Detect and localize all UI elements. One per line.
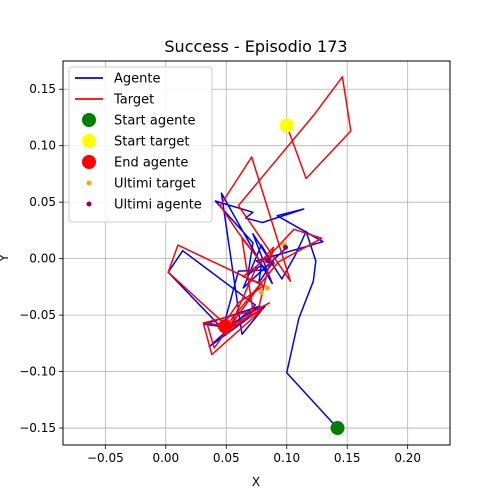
x-tick-label: 0.05 (213, 451, 240, 465)
legend-label-target: Target (113, 93, 154, 108)
grid (63, 61, 450, 445)
legend-box (68, 66, 213, 223)
x-ticks: −0.05 0.00 0.05 0.10 0.15 0.20 (87, 445, 421, 465)
scatter-markers (218, 118, 345, 436)
y-tick-label: 0.00 (29, 252, 56, 266)
chart-title: Success - Episodio 173 (164, 37, 347, 56)
legend-label-start-agente: Start agente (114, 114, 195, 129)
x-axis-label: X (252, 475, 260, 489)
x-tick-label: −0.05 (87, 451, 124, 465)
legend-swatch-end-agente (82, 155, 96, 169)
legend-label-end-agente: End agente (114, 156, 188, 171)
marker-ultimi-target (264, 285, 270, 291)
legend-label-ultimi-target: Ultimi target (114, 177, 196, 192)
x-tick-label: 0.20 (394, 451, 421, 465)
legend-label-agente: Agente (114, 72, 160, 87)
series-lines (167, 76, 352, 429)
marker-ultimi-agente (283, 244, 289, 250)
plot-frame (62, 60, 451, 446)
legend: Agente Target Start agente Start target End … (68, 66, 213, 223)
y-ticks: −0.15 −0.10 −0.05 0.00 0.05 0.10 0.15 (19, 82, 63, 435)
series-line-target (167, 76, 352, 356)
y-tick-label: 0.05 (29, 195, 56, 209)
x-tick-label: 0.10 (273, 451, 300, 465)
x-tick-label: 0.00 (152, 451, 179, 465)
legend-label-start-target: Start target (114, 135, 189, 150)
y-tick-label: −0.05 (19, 308, 56, 322)
marker-ultimi-target (258, 290, 264, 296)
y-tick-label: 0.15 (29, 82, 56, 96)
legend-swatch-ultimi-agente (86, 201, 92, 207)
y-tick-label: −0.10 (19, 365, 56, 379)
x-tick-label: 0.15 (334, 451, 361, 465)
marker-start-target (279, 118, 294, 133)
y-axis-label: Y (0, 254, 11, 263)
marker-end-agente (218, 319, 233, 334)
legend-swatch-start-agente (82, 113, 96, 127)
legend-label-ultimi-agente: Ultimi agente (114, 198, 202, 213)
y-tick-label: 0.10 (29, 139, 56, 153)
marker-ultimi-agente (269, 260, 275, 266)
legend-swatch-start-target (82, 134, 96, 148)
legend-swatch-ultimi-target (86, 180, 92, 186)
y-tick-label: −0.15 (19, 421, 56, 435)
marker-ultimi-agente (264, 258, 270, 264)
marker-start-agente (330, 421, 345, 436)
